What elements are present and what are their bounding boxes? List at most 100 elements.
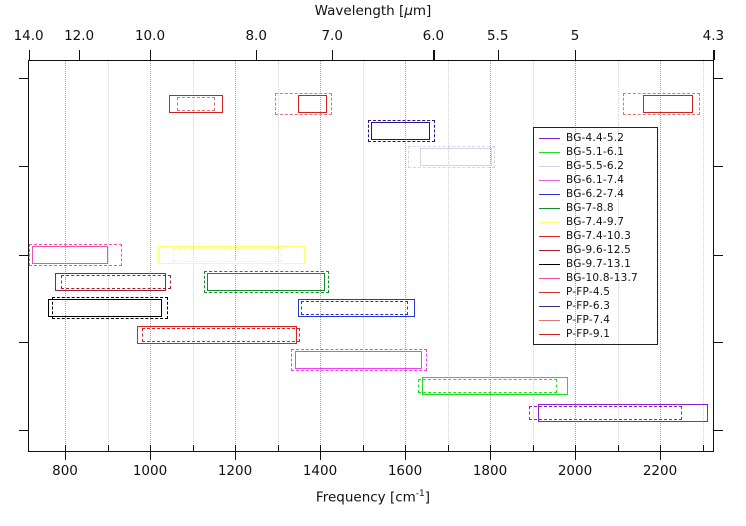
top-tick-label-4.3: 4.3 [702, 28, 725, 44]
legend-entry-P-FP-6.3: P-FP-6.3 [539, 300, 652, 313]
legend-swatch-BG-4.4-5.2 [539, 137, 560, 139]
bottom-minor-tick-1600 [405, 445, 407, 451]
bottom-minor-tick-1400 [320, 445, 322, 451]
left-tick-1 [19, 166, 28, 168]
band-BG-7.4-10.3-solid [136, 326, 297, 344]
legend-label-BG-7.4-9.7: BG-7.4-9.7 [566, 216, 625, 228]
band-BG-7-8.8-solid [207, 273, 326, 291]
top-tick-5.5 [497, 50, 499, 60]
top-tick-12.0 [79, 50, 81, 60]
gridline-2200 [660, 60, 661, 452]
bottom-minor-tick-1800 [490, 445, 492, 451]
gridline-800 [65, 60, 66, 452]
band-BG-9.6-12.5-dashed [60, 275, 172, 289]
gridline-1300 [277, 60, 279, 452]
legend-entry-BG-9.7-13.1: BG-9.7-13.1 [539, 258, 652, 271]
bottom-tick-1400 [320, 452, 322, 460]
legend-label-BG-6.2-7.4: BG-6.2-7.4 [566, 188, 625, 200]
bottom-minor-tick-1100 [192, 445, 194, 451]
left-tick-4 [19, 430, 28, 432]
band-BG-5.1-6.1-solid [422, 377, 569, 395]
legend-entry-BG-9.6-12.5: BG-9.6-12.5 [539, 244, 652, 257]
legend-entry-BG-7.4-9.7: BG-7.4-9.7 [539, 216, 652, 229]
gridline-1200 [235, 60, 236, 452]
legend-label-BG-9.6-12.5: BG-9.6-12.5 [566, 244, 632, 256]
top-tick-label-6.0: 6.0 [422, 28, 445, 44]
plot-area [28, 60, 714, 452]
bottom-minor-tick-1900 [532, 445, 534, 451]
gridline-1000 [150, 60, 151, 452]
legend-swatch-BG-6.2-7.4 [539, 193, 560, 195]
legend-entry-BG-5.5-6.2: BG-5.5-6.2 [539, 160, 652, 173]
top-tick-10.0 [150, 50, 152, 60]
bottom-minor-tick-2200 [660, 445, 662, 451]
band-P-FP-9.1-dashed [177, 97, 215, 111]
gridline-1100 [192, 60, 194, 452]
band-P-FP-6.3-dashed [367, 120, 435, 142]
band-BG-10.8-13.7-solid [31, 246, 108, 264]
left-tick-2 [19, 255, 28, 257]
bottom-minor-tick-900 [107, 445, 109, 451]
band-BG-9.7-13.1-solid [48, 299, 162, 317]
band-BG-4.4-5.2-dashed [529, 406, 683, 420]
band-P-FP-4.5-dashed [623, 93, 700, 115]
legend-swatch-P-FP-7.4 [539, 319, 560, 321]
bottom-tick-label-1200: 1200 [217, 463, 253, 479]
right-tick-1 [714, 166, 723, 168]
band-BG-5.1-6.1-dashed [417, 379, 558, 393]
bottom-tick-2200 [660, 452, 662, 460]
bottom-tick-800 [65, 452, 67, 460]
top-tick-label-14.0: 14.0 [13, 28, 44, 44]
legend-entry-P-FP-9.1: P-FP-9.1 [539, 328, 652, 341]
top-axis-title-post: m] [412, 3, 432, 19]
band-BG-6.1-7.4-dashed [291, 349, 428, 371]
top-tick-label-5: 5 [570, 28, 580, 44]
bottom-tick-1800 [490, 452, 492, 460]
band-P-FP-6.3-solid [371, 122, 431, 140]
band-P-FP-7.4-dashed [274, 93, 332, 115]
band-BG-6.1-7.4-solid [294, 351, 422, 369]
legend-label-BG-5.5-6.2: BG-5.5-6.2 [566, 160, 625, 172]
legend-label-P-FP-9.1: P-FP-9.1 [566, 328, 611, 340]
legend-swatch-P-FP-4.5 [539, 291, 560, 293]
legend-label-BG-9.7-13.1: BG-9.7-13.1 [566, 258, 632, 270]
band-BG-6.2-7.4-dashed [301, 301, 409, 315]
top-tick-8.0 [256, 50, 258, 60]
bottom-minor-tick-1300 [277, 445, 279, 451]
gridline-2100 [617, 60, 619, 452]
band-BG-5.5-6.2-solid [419, 148, 493, 166]
legend-swatch-BG-7-8.8 [539, 207, 560, 209]
gridline-900 [107, 60, 109, 452]
legend-entry-BG-7.4-10.3: BG-7.4-10.3 [539, 230, 652, 243]
top-tick-5 [575, 50, 577, 60]
top-tick-label-10.0: 10.0 [134, 28, 166, 44]
bottom-tick-1000 [150, 452, 152, 460]
bottom-minor-tick-800 [65, 445, 67, 451]
legend-swatch-BG-6.1-7.4 [539, 179, 560, 181]
top-axis-title-pre: Wavelength [ [314, 3, 405, 19]
legend-swatch-BG-10.8-13.7 [539, 277, 560, 279]
legend-swatch-P-FP-9.1 [539, 333, 560, 335]
legend-box: BG-4.4-5.2 BG-5.1-6.1 BG-5.5-6.2 BG-6.1-7.4… [533, 127, 658, 345]
band-BG-7.4-10.3-dashed [142, 328, 300, 342]
bottom-axis-title-post: ] [424, 489, 431, 506]
right-tick-3 [714, 342, 723, 344]
bottom-tick-2000 [575, 452, 577, 460]
legend-label-BG-7.4-10.3: BG-7.4-10.3 [566, 230, 632, 242]
legend-swatch-BG-7.4-10.3 [539, 235, 560, 237]
band-P-FP-9.1-solid [169, 95, 224, 113]
gridline-1700 [447, 60, 449, 452]
legend-entry-BG-10.8-13.7: BG-10.8-13.7 [539, 272, 652, 285]
legend-label-P-FP-6.3: P-FP-6.3 [566, 300, 611, 312]
band-BG-7.4-9.7-solid [158, 246, 306, 264]
legend-label-P-FP-4.5: P-FP-4.5 [566, 286, 611, 298]
gridline-2000 [575, 60, 576, 452]
top-tick-4.3 [713, 50, 715, 60]
legend-swatch-P-FP-6.3 [539, 305, 560, 307]
left-tick-0 [19, 78, 28, 80]
bottom-tick-label-1600: 1600 [387, 463, 423, 479]
band-BG-10.8-13.7-dashed [29, 244, 122, 266]
band-P-FP-4.5-solid [643, 95, 693, 113]
bottom-tick-label-2200: 2200 [642, 463, 678, 479]
gridline-1600 [405, 60, 406, 452]
